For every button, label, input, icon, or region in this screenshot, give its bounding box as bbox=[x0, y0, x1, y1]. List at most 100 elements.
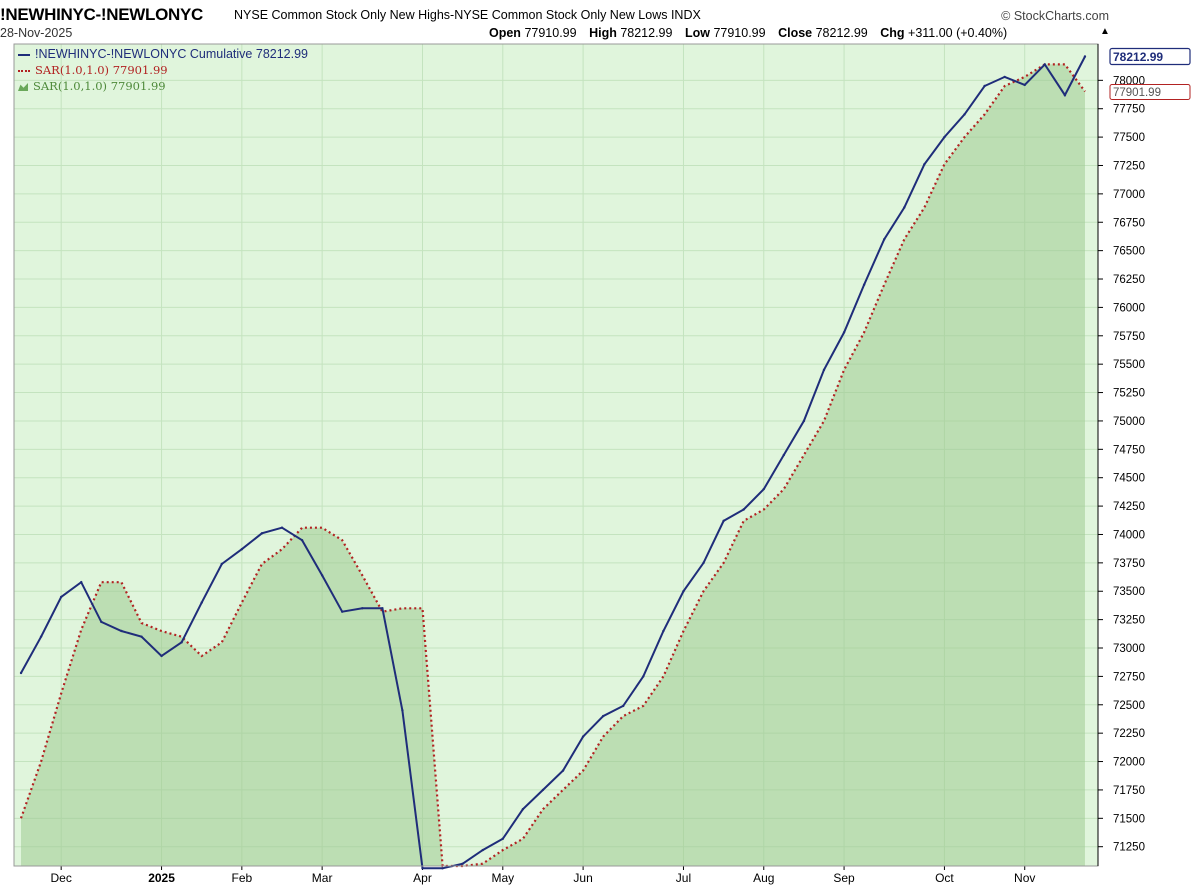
cumulative-point bbox=[943, 135, 946, 139]
legend-main-label: !NEWHINYC-!NEWLONYC Cumulative 78212.99 bbox=[35, 47, 308, 61]
cumulative-point bbox=[1003, 75, 1006, 79]
cumulative-point bbox=[361, 607, 364, 610]
legend-sar-series: SAR(1.0,1.0) 77901.99 bbox=[18, 62, 308, 78]
cumulative-point bbox=[662, 629, 665, 633]
chart-legend: !NEWHINYC-!NEWLONYC Cumulative 78212.99 … bbox=[18, 46, 308, 94]
y-tick-label: 75500 bbox=[1113, 359, 1145, 371]
sar-area-fill bbox=[21, 64, 1085, 866]
cumulative-point bbox=[401, 709, 404, 712]
legend-sar-area-label: SAR(1.0,1.0) 77901.99 bbox=[33, 79, 166, 93]
cumulative-point bbox=[39, 635, 43, 638]
cumulative-point bbox=[642, 675, 645, 678]
cumulative-point bbox=[1023, 83, 1026, 87]
chart-header: !NEWHINYC-!NEWLONYC NYSE Common Stock On… bbox=[0, 5, 1199, 25]
close-label: Close bbox=[778, 26, 813, 40]
cumulative-point bbox=[742, 508, 745, 511]
cumulative-point bbox=[200, 601, 203, 604]
brand-watermark: © StockCharts.com bbox=[1001, 9, 1109, 23]
y-tick-label: 76500 bbox=[1113, 246, 1145, 258]
cumulative-point bbox=[581, 735, 585, 738]
up-caret-icon: ▲ bbox=[1100, 26, 1110, 37]
low-value: 77910.99 bbox=[713, 26, 766, 40]
cumulative-point bbox=[1083, 55, 1087, 58]
y-tick-label: 75250 bbox=[1113, 388, 1145, 400]
cumulative-point bbox=[501, 837, 505, 840]
cumulative-point bbox=[923, 163, 926, 166]
y-tick-label: 76250 bbox=[1113, 274, 1145, 286]
cumulative-point bbox=[1043, 63, 1047, 66]
last-value-main: 78212.99 bbox=[1113, 50, 1163, 64]
cumulative-point bbox=[441, 867, 444, 870]
cumulative-point bbox=[220, 562, 223, 566]
y-tick-label: 74250 bbox=[1113, 501, 1145, 513]
cumulative-point bbox=[140, 635, 143, 638]
cumulative-point bbox=[481, 848, 484, 852]
cumulative-point bbox=[822, 368, 826, 372]
cumulative-point bbox=[160, 654, 163, 658]
cumulative-point bbox=[762, 487, 765, 491]
cumulative-point bbox=[802, 419, 806, 423]
last-value-tag-main bbox=[1109, 47, 1191, 66]
y-tick-label: 71500 bbox=[1113, 813, 1145, 825]
y-tick-label: 73250 bbox=[1113, 615, 1145, 627]
chg-value: +311.00 (+0.40%) bbox=[908, 26, 1008, 40]
y-tick-label: 72250 bbox=[1113, 728, 1145, 740]
legend-sar-area: SAR(1.0,1.0) 77901.99 bbox=[18, 78, 308, 94]
cumulative-point bbox=[782, 453, 786, 457]
cumulative-point bbox=[903, 206, 906, 209]
x-tick-label: Oct bbox=[935, 871, 954, 885]
y-tick-label: 73750 bbox=[1113, 558, 1145, 570]
y-tick-label: 73000 bbox=[1113, 643, 1145, 655]
cumulative-point bbox=[421, 867, 424, 870]
cumulative-point bbox=[622, 704, 625, 708]
y-tick-label: 72000 bbox=[1113, 757, 1145, 769]
line-swatch-icon bbox=[18, 53, 30, 56]
cumulative-point bbox=[260, 532, 264, 535]
cumulative-point bbox=[19, 671, 23, 675]
x-tick-label: 2025 bbox=[148, 871, 175, 885]
x-tick-label: Jun bbox=[573, 871, 592, 885]
chg-label: Chg bbox=[880, 26, 905, 40]
low-label: Low bbox=[684, 26, 710, 40]
y-tick-label: 74500 bbox=[1113, 473, 1145, 485]
close-value: 78212.99 bbox=[815, 26, 868, 40]
y-tick-label: 74750 bbox=[1113, 444, 1145, 456]
cumulative-point bbox=[341, 610, 344, 613]
y-tick-label: 71250 bbox=[1113, 842, 1145, 854]
cumulative-point bbox=[601, 714, 605, 718]
cumulative-point bbox=[682, 590, 685, 593]
cumulative-point bbox=[461, 862, 464, 865]
high-value: 78212.99 bbox=[620, 26, 673, 40]
symbol-title: !NEWHINYC-!NEWLONYC bbox=[0, 5, 203, 24]
last-value-tag-sar bbox=[1109, 83, 1191, 100]
y-tick-label: 77000 bbox=[1113, 189, 1145, 201]
cumulative-point bbox=[983, 84, 986, 88]
cumulative-point bbox=[702, 561, 705, 565]
high-label: High bbox=[589, 26, 617, 40]
cumulative-point bbox=[963, 113, 966, 116]
x-tick-label: Sep bbox=[833, 871, 855, 885]
cumulative-point bbox=[300, 538, 304, 542]
open-value: 77910.99 bbox=[524, 26, 577, 40]
x-tick-label: May bbox=[491, 871, 514, 885]
x-tick-label: Dec bbox=[51, 871, 72, 885]
y-tick-label: 74000 bbox=[1113, 529, 1145, 541]
x-tick-label: Nov bbox=[1014, 871, 1035, 885]
y-tick-label: 75750 bbox=[1113, 331, 1145, 343]
cumulative-point bbox=[180, 641, 183, 644]
x-tick-label: Feb bbox=[231, 871, 252, 885]
cumulative-point bbox=[541, 788, 545, 792]
cumulative-point bbox=[521, 808, 525, 811]
y-tick-label: 77500 bbox=[1113, 132, 1145, 144]
symbol-description: NYSE Common Stock Only New Highs-NYSE Co… bbox=[234, 8, 701, 22]
cumulative-point bbox=[100, 620, 103, 624]
cumulative-point bbox=[280, 526, 284, 529]
cumulative-point bbox=[240, 548, 244, 551]
open-label: Open bbox=[489, 26, 521, 40]
cumulative-point bbox=[561, 769, 565, 772]
y-tick-label: 76750 bbox=[1113, 217, 1145, 229]
x-tick-label: Aug bbox=[753, 871, 774, 885]
cumulative-point bbox=[842, 331, 846, 334]
cumulative-point bbox=[59, 595, 63, 599]
